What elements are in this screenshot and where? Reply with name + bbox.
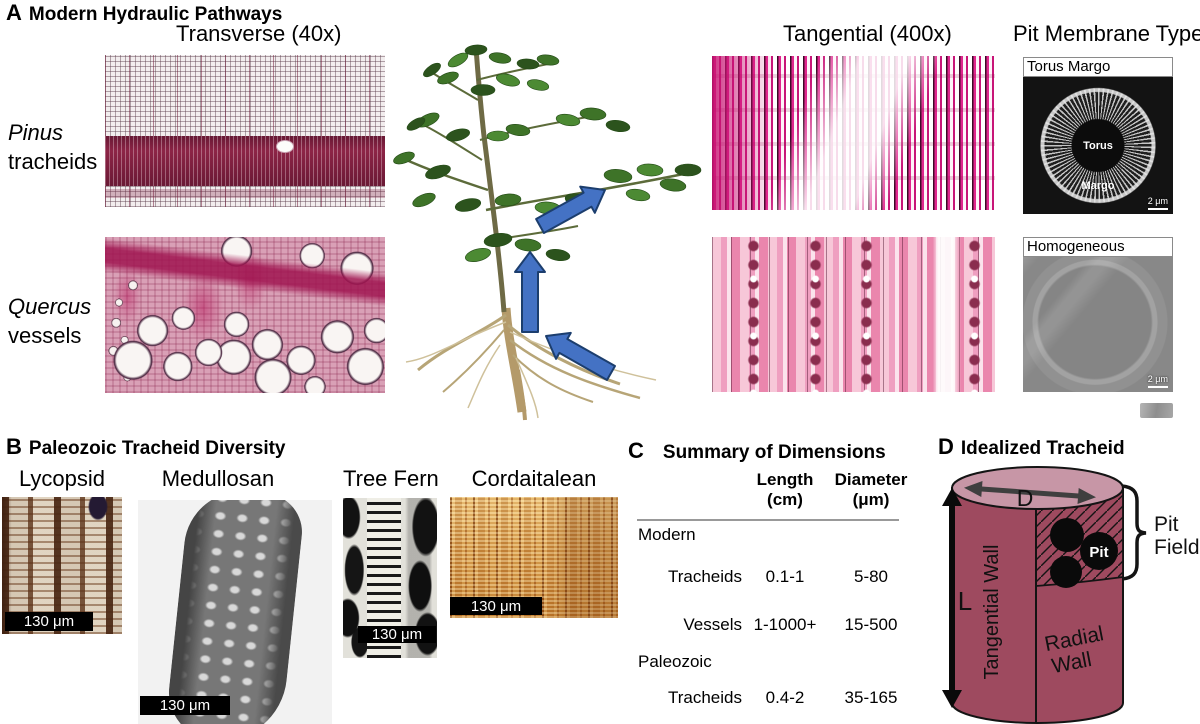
plant-illustration [393, 44, 702, 421]
plant-seedling-photo [388, 40, 710, 422]
panel-d-title: Idealized Tracheid [960, 438, 1125, 459]
table-row: Vessels 1-1000+ 15-500 [683, 615, 898, 634]
pit-circle [1080, 532, 1118, 570]
diameter-label: D [1017, 485, 1034, 511]
lycopsid-image: 130 μm [2, 497, 122, 634]
medullosan-image: 130 μm [138, 500, 332, 724]
panel-b-header: B Paleozoic Tracheid Diversity [6, 434, 286, 460]
image-fragment [1140, 403, 1173, 418]
svg-text:Field: Field [1154, 536, 1200, 559]
homogeneous-image: Homogeneous 2 μm [1023, 237, 1173, 392]
torus-margo-image: Torus Margo Torus Margo 2 μm [1023, 57, 1173, 214]
label-tree-fern: Tree Fern [343, 466, 439, 491]
flow-arrow-root-icon [545, 331, 616, 381]
pit-circle [1050, 518, 1084, 552]
panel-c-header: C Summary of Dimensions [628, 438, 886, 464]
leaves [393, 44, 702, 263]
pinus-tangential-micrograph [712, 56, 995, 210]
label-cordaitalean: Cordaitalean [471, 466, 597, 491]
panel-a-header: A Modern Hydraulic Pathways [6, 0, 282, 26]
pinus-transverse-micrograph [105, 55, 385, 207]
ray-band [105, 237, 385, 310]
quercus-transverse-micrograph [105, 237, 385, 393]
pit-field-brace [1121, 484, 1147, 581]
table-row: Paleozoic [638, 652, 712, 671]
panel-d-tag: D [938, 434, 954, 459]
scale-bar: 2 μm [1147, 375, 1168, 388]
torus-margo-label: Torus Margo [1023, 57, 1173, 77]
scale-bar: 130 μm [450, 597, 542, 615]
row-label-quercus: Quercus vessels [8, 294, 92, 349]
length-label: L [958, 586, 972, 616]
label-lycopsid: Lycopsid [18, 466, 105, 491]
tangential-wall-label: Tangential Wall [981, 545, 1003, 680]
scale-bar: 130 μm [140, 696, 230, 715]
table-row: Tracheids 0.1-1 5-80 [667, 567, 889, 586]
panel-c-title: Summary of Dimensions [662, 442, 886, 463]
svg-text:Pit: Pit [1154, 513, 1179, 536]
table-rule [637, 519, 899, 521]
panel-a-title: Modern Hydraulic Pathways [28, 4, 283, 25]
margo-annotation: Margo [1081, 179, 1115, 192]
resin-duct [275, 140, 294, 154]
latewood-band [105, 135, 385, 186]
scale-bar: 130 μm [358, 626, 436, 643]
panel-d-header: D Idealized Tracheid [938, 434, 1125, 460]
summary-table: C Summary of Dimensions Length (cm) Diame… [628, 438, 918, 724]
tree-fern-image: 130 μm [343, 498, 437, 658]
column-header-pit-membrane: Pit Membrane Type [1013, 21, 1200, 46]
diameter-arrow-icon [964, 481, 1096, 504]
label-medullosan: Medullosan [161, 466, 275, 491]
pit-label: Pit [1089, 544, 1108, 561]
table-row: Tracheids 0.4-2 35-165 [667, 688, 898, 707]
flow-arrow-branch-icon [535, 185, 606, 234]
table-row: Modern [638, 525, 696, 544]
table-column-headers: Length (cm) Diameter (μm) [756, 470, 908, 510]
row-label-pinus: Pinus tracheids [8, 120, 98, 175]
cordaitalean-image: 130 μm [450, 497, 618, 618]
panel-b-tag: B [6, 434, 22, 459]
panel-b-title: Paleozoic Tracheid Diversity [28, 438, 286, 459]
pit-field-label: Pit Field [1154, 513, 1200, 559]
homogeneous-label: Homogeneous [1023, 237, 1173, 257]
pit-circle [1050, 556, 1082, 588]
flow-arrow-up-icon [514, 251, 546, 333]
panel-c-tag: C [628, 438, 644, 463]
idealized-tracheid-diagram: Pit D L Tangential Wall Radial Wall [920, 434, 1200, 724]
column-header-tangential: Tangential (400x) [783, 21, 952, 46]
torus-annotation: Torus [1083, 140, 1113, 153]
quercus-tangential-micrograph [712, 237, 995, 392]
panel-a-tag: A [6, 0, 22, 25]
scale-bar: 130 μm [5, 612, 93, 631]
scale-bar: 2 μm [1147, 197, 1168, 210]
column-header-transverse: Transverse (40x) [176, 21, 342, 46]
length-arrow-icon [942, 488, 962, 708]
